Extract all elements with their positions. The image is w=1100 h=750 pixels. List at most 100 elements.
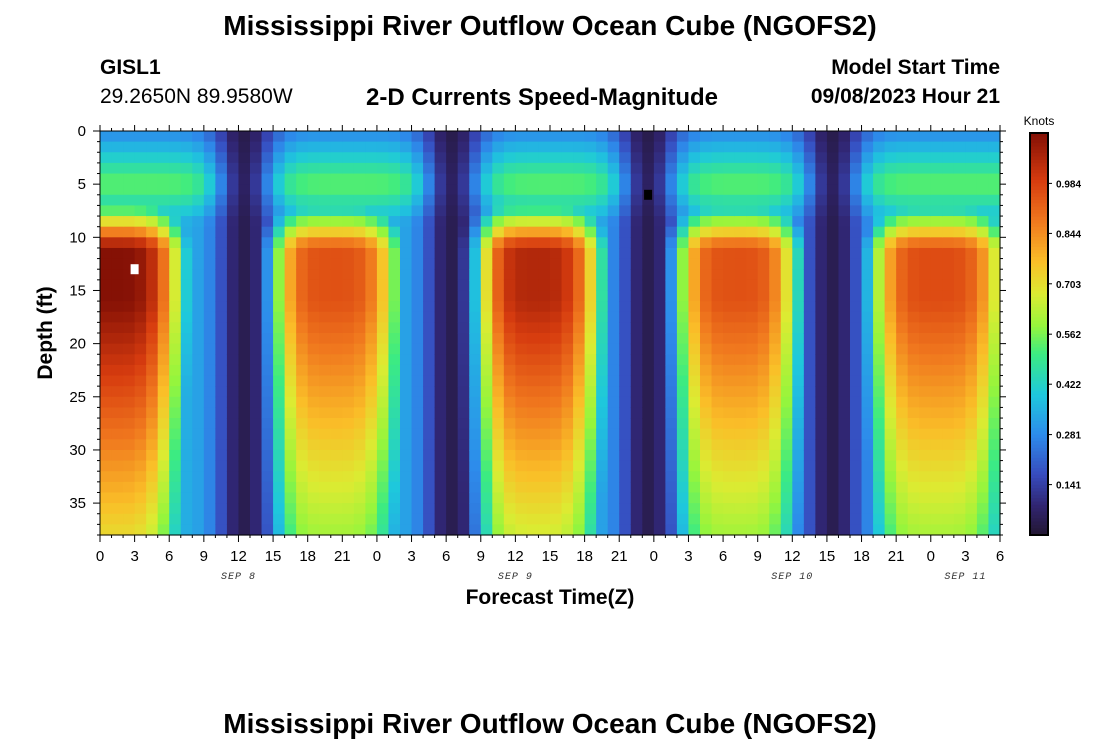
heatmap-cell — [619, 247, 632, 260]
heatmap-cell — [446, 386, 459, 398]
heatmap-cell — [400, 471, 413, 483]
x-tick-label: 0 — [96, 548, 104, 565]
heatmap-cell — [480, 269, 493, 281]
heatmap-cell — [850, 290, 863, 302]
heatmap-cell — [446, 247, 459, 260]
heatmap-cell — [307, 375, 320, 387]
heatmap-cell — [215, 396, 228, 409]
heatmap-cell — [700, 131, 713, 143]
heatmap-cell — [365, 492, 378, 504]
heatmap-cell — [965, 205, 978, 217]
heatmap-cell — [561, 162, 574, 175]
heatmap-cell — [134, 152, 147, 164]
heatmap-cell — [711, 279, 724, 292]
heatmap-cell — [769, 471, 782, 483]
heatmap-cell — [169, 460, 182, 472]
heatmap-cell — [700, 471, 713, 483]
heatmap-cell — [319, 269, 332, 281]
heatmap-cell — [365, 333, 378, 345]
heatmap-cell — [665, 513, 678, 525]
heatmap-cell — [780, 162, 793, 175]
heatmap-cell — [653, 375, 666, 387]
colorbar-segment — [1030, 233, 1048, 238]
heatmap-cell — [273, 524, 286, 536]
heatmap-cell — [700, 481, 713, 494]
heatmap-cell — [296, 131, 309, 143]
heatmap-cell — [480, 226, 493, 238]
heatmap-cell — [226, 247, 240, 260]
heatmap-cell — [376, 301, 390, 313]
heatmap-cell — [988, 247, 1001, 260]
heatmap-cell — [642, 131, 655, 143]
heatmap-cell — [907, 322, 920, 334]
heatmap-cell — [157, 333, 170, 345]
heatmap-cell — [411, 269, 424, 281]
heatmap-cell — [907, 162, 920, 175]
heatmap-cell — [826, 162, 840, 175]
heatmap-cell — [353, 258, 366, 270]
heatmap-cell — [573, 503, 586, 515]
heatmap-cell — [434, 492, 447, 504]
heatmap-cell — [342, 258, 355, 270]
heatmap-cell — [250, 152, 263, 164]
heatmap-cell — [273, 513, 286, 525]
heatmap-cell — [757, 481, 770, 494]
heatmap-cell — [388, 141, 401, 153]
heatmap-cell — [423, 364, 436, 377]
heatmap-cell — [307, 386, 320, 398]
colorbar-segment — [1030, 216, 1048, 221]
heatmap-cell — [642, 343, 655, 355]
heatmap-cell — [884, 396, 897, 409]
heatmap-cell — [942, 247, 955, 260]
heatmap-cell — [342, 471, 355, 483]
heatmap-cell — [700, 343, 713, 355]
heatmap-cell — [803, 343, 816, 355]
heatmap-cell — [100, 503, 113, 515]
heatmap-cell — [134, 279, 147, 292]
heatmap-cell — [296, 503, 309, 515]
heatmap-cell — [723, 439, 736, 451]
heatmap-cell — [573, 449, 586, 462]
heatmap-cell — [826, 439, 840, 451]
heatmap-cell — [480, 301, 493, 313]
colorbar-segment — [1030, 263, 1048, 268]
heatmap-cell — [169, 237, 182, 249]
heatmap-cell — [723, 131, 736, 143]
heatmap-cell — [538, 141, 551, 153]
heatmap-cell — [723, 152, 736, 164]
heatmap-cell — [250, 449, 263, 462]
heatmap-cell — [746, 269, 759, 281]
heatmap-cell — [100, 152, 113, 164]
heatmap-cell — [884, 152, 897, 164]
heatmap-cell — [780, 194, 793, 207]
heatmap-cell — [780, 226, 793, 238]
heatmap-cell — [423, 375, 436, 387]
heatmap-cell — [411, 481, 424, 494]
heatmap-cell — [157, 301, 170, 313]
heatmap-cell — [307, 311, 320, 323]
heatmap-cell — [180, 279, 193, 292]
heatmap-cell — [596, 152, 609, 164]
heatmap-cell — [434, 301, 447, 313]
heatmap-cell — [515, 216, 528, 228]
heatmap-cell — [192, 492, 205, 504]
heatmap-cell — [180, 205, 193, 217]
heatmap-cell — [907, 418, 920, 430]
heatmap-cell — [953, 524, 966, 536]
heatmap-cell — [273, 428, 286, 440]
heatmap-cell — [457, 396, 470, 409]
heatmap-cell — [596, 301, 609, 313]
heatmap-cell — [953, 131, 966, 143]
heatmap-cell — [411, 322, 424, 334]
heatmap-cell — [134, 216, 147, 228]
heatmap-cell — [561, 513, 574, 525]
heatmap-cell — [884, 407, 897, 419]
heatmap-cell — [169, 226, 182, 238]
heatmap-cell — [146, 141, 159, 153]
heatmap-cell — [953, 194, 966, 207]
heatmap-cell — [561, 152, 574, 164]
heatmap-cell — [861, 407, 874, 419]
heatmap-cell — [550, 311, 563, 323]
heatmap-cell — [457, 524, 470, 536]
heatmap-cell — [965, 247, 978, 260]
